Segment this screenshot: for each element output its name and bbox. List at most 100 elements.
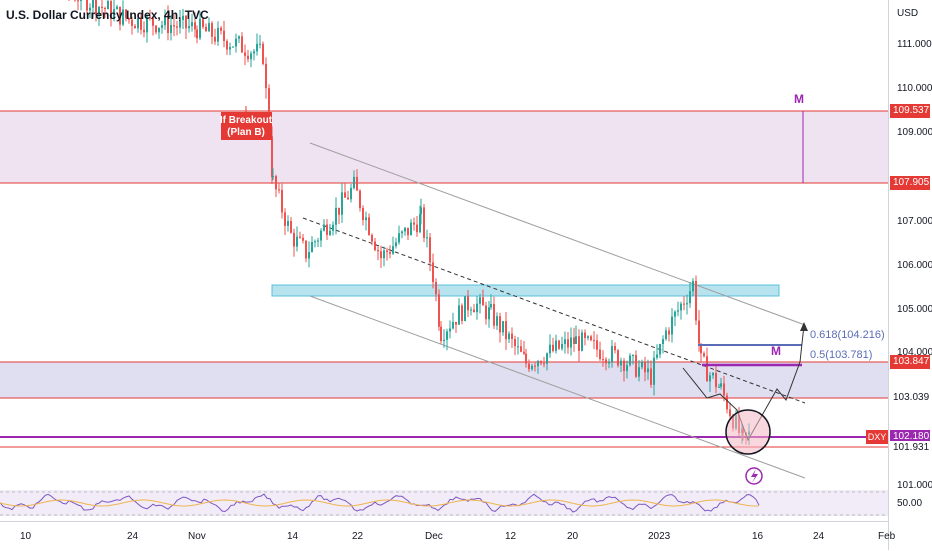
candle-body [662, 339, 664, 344]
candle-body [362, 208, 364, 220]
candle-body [608, 362, 610, 363]
candle-body [525, 354, 527, 364]
candle-body [520, 346, 522, 352]
candle-body [686, 303, 688, 304]
candle-body [77, 0, 79, 1]
candle-body [443, 340, 445, 341]
candle-body [531, 366, 533, 369]
candle-body [238, 36, 240, 38]
candle-body [476, 304, 478, 312]
candle-body [635, 355, 637, 377]
candle-body [493, 304, 495, 326]
candle-body [626, 365, 628, 371]
candle-body [205, 27, 207, 31]
candle-body [467, 296, 469, 310]
candle-body [552, 345, 554, 351]
time-tick: Feb [878, 531, 895, 542]
candle-body [543, 363, 545, 364]
time-tick: 2023 [648, 531, 670, 542]
candle-body [659, 344, 661, 355]
candle-body [689, 291, 691, 303]
candle-body [593, 340, 595, 341]
candle-body [247, 56, 249, 59]
candle-body [677, 310, 679, 311]
candle-body [534, 366, 536, 367]
candle-body [715, 373, 717, 387]
candle-body [473, 310, 475, 313]
fib-618-label: 0.618(104.216) [810, 329, 885, 341]
price-tick: 101.000 [897, 480, 932, 491]
candle-body [217, 28, 219, 42]
candle-body [196, 29, 198, 38]
candle-body [426, 237, 428, 238]
candle-body [176, 26, 178, 27]
chart-title: U.S. Dollar Currency Index, 4h, TVC [6, 8, 209, 22]
candle-body [404, 228, 406, 232]
candle-body [508, 334, 510, 340]
candle-body [599, 350, 601, 359]
candle-body [464, 296, 466, 321]
candle-body [611, 346, 613, 362]
candle-body [335, 208, 337, 225]
candle-body [410, 223, 412, 236]
candle-body [644, 361, 646, 372]
candle-body [490, 304, 492, 307]
candle-body [244, 52, 246, 55]
candle-body [398, 233, 400, 242]
candle-body [723, 383, 725, 395]
candle-body [356, 177, 358, 191]
candle-body [220, 28, 222, 31]
candle-body [314, 241, 316, 242]
candle-body [229, 47, 231, 49]
candle-body [284, 212, 286, 225]
candle-body [323, 225, 325, 231]
candle-body [347, 198, 349, 200]
candle-body [558, 341, 560, 349]
candle-body [143, 30, 145, 33]
candle-body [214, 37, 216, 42]
candle-body [223, 31, 225, 41]
candle-body [573, 337, 575, 343]
candle-body [674, 312, 676, 317]
candle-body [374, 242, 376, 251]
time-tick: 12 [505, 531, 516, 542]
candle-body [712, 373, 714, 375]
candle-body [290, 221, 292, 233]
candle-body [641, 361, 643, 367]
candle-body [695, 281, 697, 321]
candle-body [665, 330, 667, 339]
price-box-103039: 103.039 [890, 391, 930, 405]
candle-body [134, 26, 136, 28]
candle-body [537, 361, 539, 366]
candle-body [407, 228, 409, 235]
lower-zone [0, 362, 888, 398]
candle-body [332, 225, 334, 231]
candle-body [514, 339, 516, 346]
candle-body [265, 64, 267, 88]
candle-body [80, 0, 82, 1]
candle-body [656, 355, 658, 358]
candle-body [650, 368, 652, 384]
blue-zone [272, 285, 779, 296]
candle-body [540, 361, 542, 363]
time-tick: 24 [127, 531, 138, 542]
candle-body [278, 189, 280, 190]
candle-body [250, 53, 252, 59]
candle-body [581, 333, 583, 351]
candle-body [555, 341, 557, 351]
candle-body [567, 339, 569, 347]
candle-body [194, 22, 196, 29]
price-tick: 110.000 [897, 83, 932, 94]
candle-body [371, 235, 373, 242]
dxy-tag: DXY [866, 430, 888, 444]
candle-body [499, 316, 501, 332]
time-tick: 22 [352, 531, 363, 542]
time-tick: 20 [567, 531, 578, 542]
upper-zone [0, 111, 888, 183]
candle-body [549, 345, 551, 354]
candle-body [502, 321, 504, 332]
candle-body [698, 321, 700, 344]
price-box-107905: 107.905 [890, 176, 930, 190]
candle-body [620, 361, 622, 366]
